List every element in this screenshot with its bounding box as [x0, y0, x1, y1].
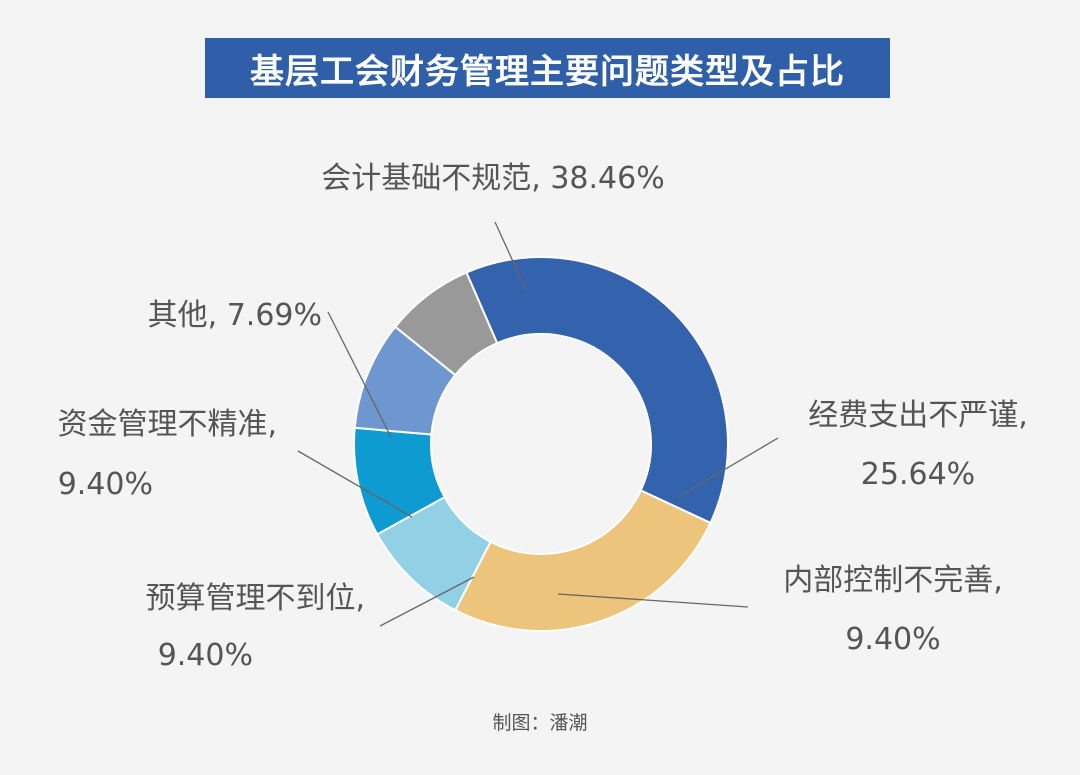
- donut-slice: [465, 256, 729, 525]
- slice-labels: 会计基础不规范, 38.46% 经费支出不严谨, 25.64% 内部控制不完善, 9.4…: [57, 161, 1027, 673]
- leader-line: [557, 593, 749, 608]
- chart-credit: 制图：潘潮: [492, 712, 588, 734]
- slice-label: 会计基础不规范, 38.46%: [321, 161, 664, 196]
- donut-slice: [453, 489, 712, 632]
- slice-label-value: 25.64%: [861, 457, 975, 492]
- donut-slice: [393, 271, 499, 377]
- slice-label-value: 9.40%: [158, 638, 253, 673]
- leader-line: [327, 311, 392, 438]
- donut-slices: [353, 256, 729, 632]
- slice-label-name: 经费支出不严谨,: [808, 398, 1028, 433]
- leader-line: [297, 450, 413, 518]
- slice-label-name: 预算管理不到位,: [145, 581, 365, 616]
- slice-label-name: 内部控制不完善,: [783, 563, 1003, 598]
- leader-lines: [297, 221, 779, 627]
- slice-label-name: 资金管理不精准,: [57, 407, 277, 442]
- chart-title: 基层工会财务管理主要问题类型及占比: [205, 38, 890, 98]
- slice-label: 其他, 7.69%: [148, 298, 322, 333]
- leader-line: [494, 221, 527, 291]
- slice-label-value: 9.40%: [845, 622, 940, 657]
- slice-label-value: 9.40%: [58, 467, 153, 502]
- leader-line: [379, 576, 475, 627]
- leader-line: [677, 437, 779, 498]
